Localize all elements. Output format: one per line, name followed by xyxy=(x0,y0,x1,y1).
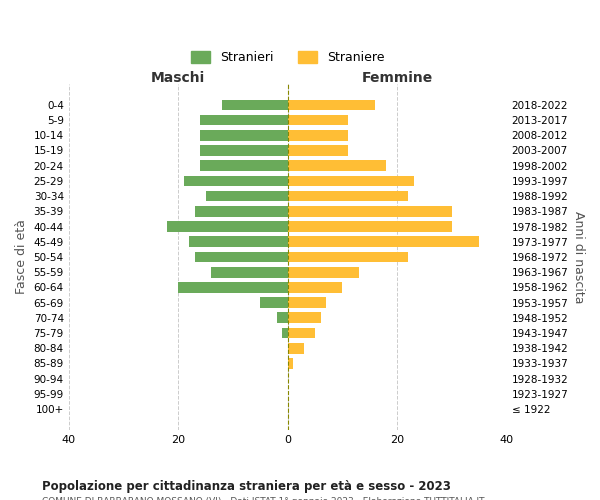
Bar xyxy=(200,115,287,126)
Bar xyxy=(287,267,359,278)
Bar xyxy=(287,191,408,202)
Bar xyxy=(184,176,287,186)
Bar xyxy=(200,130,287,140)
Text: Popolazione per cittadinanza straniera per età e sesso - 2023: Popolazione per cittadinanza straniera p… xyxy=(42,480,451,493)
Bar xyxy=(287,176,413,186)
Bar xyxy=(200,145,287,156)
Y-axis label: Fasce di età: Fasce di età xyxy=(15,220,28,294)
Bar xyxy=(287,115,348,126)
Bar xyxy=(200,160,287,171)
Bar xyxy=(287,236,479,247)
Bar xyxy=(277,312,287,323)
Bar xyxy=(260,298,287,308)
Bar xyxy=(178,282,287,292)
Bar xyxy=(287,145,348,156)
Bar xyxy=(287,252,408,262)
Bar xyxy=(206,191,287,202)
Bar xyxy=(194,252,287,262)
Text: Femmine: Femmine xyxy=(362,71,433,85)
Bar xyxy=(287,343,304,353)
Bar xyxy=(189,236,287,247)
Bar xyxy=(287,206,452,216)
Bar xyxy=(167,221,287,232)
Legend: Stranieri, Straniere: Stranieri, Straniere xyxy=(185,45,391,70)
Bar xyxy=(287,100,376,110)
Bar xyxy=(287,358,293,369)
Bar xyxy=(287,221,452,232)
Bar xyxy=(287,130,348,140)
Bar xyxy=(282,328,287,338)
Bar xyxy=(287,328,315,338)
Bar xyxy=(287,160,386,171)
Text: COMUNE DI BARBARANO MOSSANO (VI) - Dati ISTAT 1° gennaio 2023 - Elaborazione TUT: COMUNE DI BARBARANO MOSSANO (VI) - Dati … xyxy=(42,498,485,500)
Bar xyxy=(287,298,326,308)
Bar xyxy=(287,312,320,323)
Bar xyxy=(222,100,287,110)
Bar xyxy=(211,267,287,278)
Bar xyxy=(194,206,287,216)
Bar xyxy=(287,282,343,292)
Text: Maschi: Maschi xyxy=(151,71,205,85)
Y-axis label: Anni di nascita: Anni di nascita xyxy=(572,210,585,303)
